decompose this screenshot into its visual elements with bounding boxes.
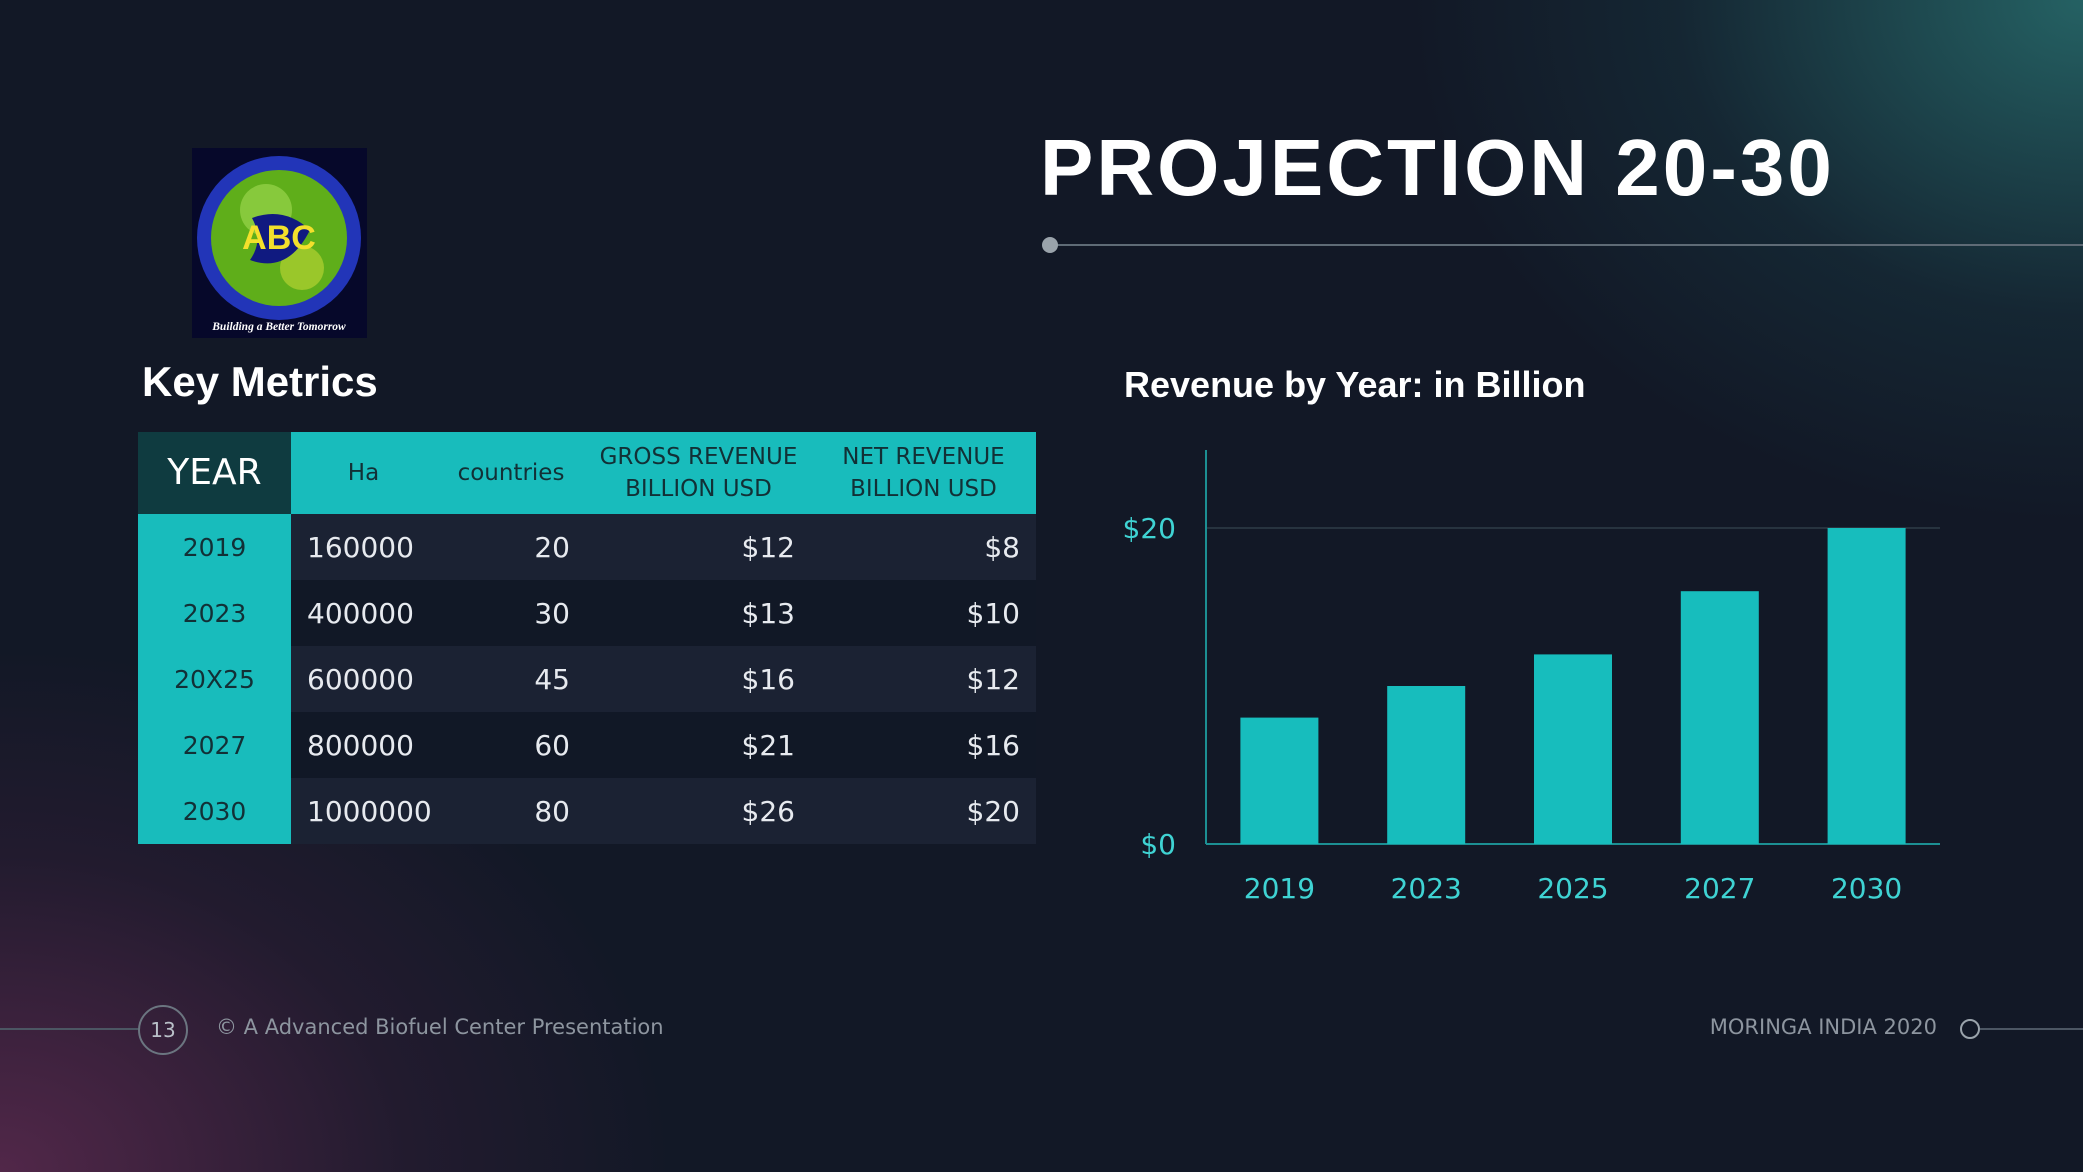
footer-title: MORINGA INDIA 2020 <box>1709 1015 1937 1039</box>
bar-2023 <box>1387 686 1466 844</box>
footer-line-right <box>1980 1028 2083 1030</box>
logo-abc-text: ABC <box>242 219 316 257</box>
cell-countries: 80 <box>436 778 586 844</box>
header-year: YEAR <box>138 432 291 514</box>
cell-net: $20 <box>811 778 1036 844</box>
x-tick-label: 2023 <box>1391 872 1462 905</box>
key-metrics-heading: Key Metrics <box>142 358 378 405</box>
title-divider-dot <box>1042 237 1058 253</box>
y-tick-label: $0 <box>1140 828 1176 861</box>
y-tick-label: $20 <box>1123 512 1176 545</box>
cell-ha: 800000 <box>291 712 436 778</box>
cell-year: 2030 <box>138 778 291 844</box>
cell-year: 2019 <box>138 514 291 580</box>
cell-ha: 160000 <box>291 514 436 580</box>
cell-gross: $26 <box>586 778 811 844</box>
logo-tagline: Building a Better Tomorrow <box>211 321 346 333</box>
slide-title: PROJECTION 20-30 <box>1040 123 1835 212</box>
revenue-bar-chart: 2019 2023 2025 2027 2030 $0 $20 <box>1123 450 1940 905</box>
cell-ha: 400000 <box>291 580 436 646</box>
x-tick-label: 2027 <box>1684 872 1755 905</box>
cell-countries: 45 <box>436 646 586 712</box>
x-tick-label: 2019 <box>1244 872 1315 905</box>
cell-net: $10 <box>811 580 1036 646</box>
bar-2019 <box>1240 717 1319 844</box>
x-tick-label: 2030 <box>1831 872 1902 905</box>
bar-2025 <box>1534 654 1612 844</box>
footer-copyright: © A Advanced Biofuel Center Presentation <box>216 1015 664 1039</box>
key-metrics-table: YEAR Ha countries GROSS REVENUE BILLION … <box>138 432 1036 844</box>
cell-countries: 30 <box>436 580 586 646</box>
logo-inner-shape <box>250 214 310 264</box>
cell-gross: $21 <box>586 712 811 778</box>
footer-line-left <box>0 1028 140 1030</box>
header-ha: Ha <box>291 432 436 514</box>
cell-year: 20X25 <box>138 646 291 712</box>
header-countries: countries <box>436 432 586 514</box>
cell-countries: 60 <box>436 712 586 778</box>
bar-2030 <box>1827 528 1906 844</box>
x-tick-label: 2025 <box>1537 872 1608 905</box>
logo-leaf-highlight-2 <box>280 246 324 290</box>
footer-circle-icon <box>1960 1019 1980 1039</box>
bar-2027 <box>1680 591 1759 844</box>
header-gross-line1: GROSS REVENUE <box>599 444 798 470</box>
table-row: 2023 400000 30 $13 $10 <box>138 580 1036 646</box>
table-row: 2030 1000000 80 $26 $20 <box>138 778 1036 844</box>
cell-net: $8 <box>811 514 1036 580</box>
cell-ha: 600000 <box>291 646 436 712</box>
header-net-line2: BILLION USD <box>850 476 997 502</box>
title-divider <box>1050 244 2083 246</box>
cell-year: 2027 <box>138 712 291 778</box>
abc-logo: ABC Building a Better Tomorrow <box>192 148 367 338</box>
cell-ha: 1000000 <box>291 778 436 844</box>
table-row: 20X25 600000 45 $16 $12 <box>138 646 1036 712</box>
table-row: 2027 800000 60 $21 $16 <box>138 712 1036 778</box>
cell-gross: $13 <box>586 580 811 646</box>
header-net-revenue: NET REVENUE BILLION USD <box>811 432 1036 514</box>
cell-net: $16 <box>811 712 1036 778</box>
cell-countries: 20 <box>436 514 586 580</box>
header-net-line1: NET REVENUE <box>842 444 1005 470</box>
table-header-row: YEAR Ha countries GROSS REVENUE BILLION … <box>138 432 1036 514</box>
table-row: 2019 160000 20 $12 $8 <box>138 514 1036 580</box>
cell-gross: $16 <box>586 646 811 712</box>
cell-year: 2023 <box>138 580 291 646</box>
chart-title: Revenue by Year: in Billion <box>1124 364 1586 405</box>
page-number: 13 <box>138 1005 188 1055</box>
cell-gross: $12 <box>586 514 811 580</box>
header-gross-revenue: GROSS REVENUE BILLION USD <box>586 432 811 514</box>
cell-net: $12 <box>811 646 1036 712</box>
header-gross-line2: BILLION USD <box>625 476 772 502</box>
